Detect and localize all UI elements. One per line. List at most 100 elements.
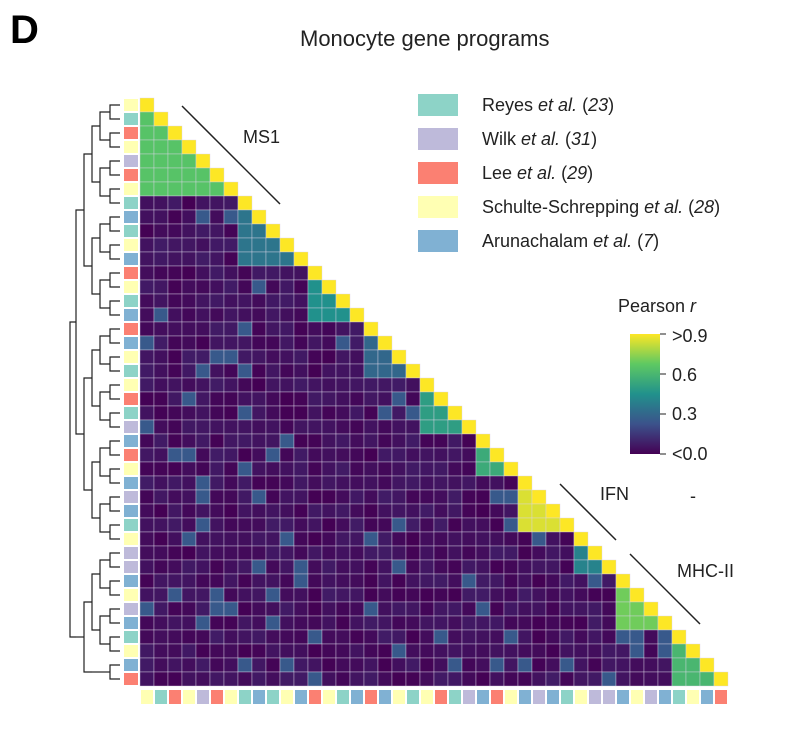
heatmap-cell (377, 657, 393, 673)
heatmap-cell (349, 559, 365, 575)
heatmap-cell (279, 391, 295, 407)
heatmap-cell (545, 643, 561, 659)
heatmap-cell (335, 363, 351, 379)
heatmap-cell (447, 657, 463, 673)
heatmap-cell (307, 615, 323, 631)
heatmap-cell (405, 629, 421, 645)
heatmap-cell (139, 279, 155, 295)
heatmap-cell (545, 615, 561, 631)
heatmap-cell (209, 181, 225, 197)
heatmap-cell (265, 433, 281, 449)
row-source-swatch (124, 407, 138, 419)
heatmap-cell (391, 559, 407, 575)
heatmap-cell (181, 209, 197, 225)
heatmap-cell (405, 405, 421, 421)
heatmap-cell (195, 559, 211, 575)
dendrogram-branch (109, 188, 120, 204)
heatmap-cell (181, 615, 197, 631)
heatmap-cell (237, 489, 253, 505)
heatmap-cell (293, 531, 309, 547)
dendrogram-branch (91, 125, 100, 183)
heatmap-cell (349, 433, 365, 449)
heatmap-cell (475, 531, 491, 547)
heatmap-cell (517, 601, 533, 617)
heatmap-cell (181, 657, 197, 673)
row-source-swatch (124, 127, 138, 139)
heatmap-cell (139, 433, 155, 449)
heatmap-cell (167, 573, 183, 589)
heatmap-cell (251, 335, 267, 351)
heatmap-cell (209, 349, 225, 365)
heatmap-cell (503, 517, 519, 533)
heatmap-cell (307, 559, 323, 575)
heatmap-cell (461, 503, 477, 519)
heatmap-cell (447, 587, 463, 603)
heatmap-cell (419, 419, 435, 435)
heatmap-cell (433, 573, 449, 589)
heatmap-cell (223, 601, 239, 617)
heatmap-cell (167, 391, 183, 407)
heatmap-cell (321, 489, 337, 505)
legend-swatch (418, 162, 458, 184)
heatmap-cell (447, 405, 463, 421)
heatmap-cell (167, 629, 183, 645)
heatmap-cell (335, 545, 351, 561)
legend-swatch (418, 128, 458, 150)
heatmap-cell (153, 419, 169, 435)
legend-label: Wilk et al. (31) (482, 128, 598, 149)
heatmap-cell (391, 377, 407, 393)
heatmap-cell (461, 419, 477, 435)
heatmap-cell (405, 377, 421, 393)
row-source-swatch (124, 589, 138, 601)
heatmap-cell (181, 559, 197, 575)
heatmap-cell (265, 447, 281, 463)
heatmap-cell (237, 573, 253, 589)
row-source-swatch (124, 421, 138, 433)
heatmap-cell (195, 503, 211, 519)
legend-item-arunachalam: Arunachalam et al. (7) (418, 224, 720, 258)
heatmap-cell (237, 307, 253, 323)
heatmap-cell (377, 335, 393, 351)
heatmap-cell (195, 615, 211, 631)
heatmap-cell (447, 671, 463, 687)
heatmap-cell (699, 671, 715, 687)
row-source-swatch (124, 491, 138, 503)
heatmap-cell (531, 573, 547, 589)
heatmap-cell (195, 643, 211, 659)
heatmap-cell (545, 657, 561, 673)
heatmap-cell (307, 293, 323, 309)
heatmap-cell (279, 643, 295, 659)
column-source-swatch (421, 690, 433, 704)
heatmap-cell (265, 391, 281, 407)
heatmap-cell (279, 363, 295, 379)
heatmap-cell (167, 195, 183, 211)
heatmap-cell (139, 503, 155, 519)
legend-item-reyes: Reyes et al. (23) (418, 88, 720, 122)
heatmap-cell (251, 447, 267, 463)
heatmap-cell (363, 629, 379, 645)
heatmap-cell (209, 643, 225, 659)
heatmap-cell (265, 629, 281, 645)
heatmap-cell (573, 657, 589, 673)
heatmap-cell (503, 475, 519, 491)
heatmap-cell (587, 559, 603, 575)
heatmap-cell (265, 265, 281, 281)
row-source-swatch (124, 281, 138, 293)
heatmap-cell (405, 433, 421, 449)
row-source-swatch (124, 99, 138, 111)
heatmap-cell (363, 377, 379, 393)
heatmap-cell (489, 629, 505, 645)
heatmap-cell (153, 335, 169, 351)
dendrogram-branch (109, 300, 120, 316)
heatmap-cell (377, 643, 393, 659)
heatmap-cell (167, 405, 183, 421)
heatmap-cell (139, 195, 155, 211)
dendrogram-branch (109, 580, 120, 596)
heatmap-cell (349, 405, 365, 421)
heatmap-cell (363, 573, 379, 589)
heatmap-cell (293, 349, 309, 365)
heatmap-cell (293, 391, 309, 407)
heatmap-cell (503, 601, 519, 617)
heatmap-cell (461, 461, 477, 477)
heatmap-cell (475, 573, 491, 589)
